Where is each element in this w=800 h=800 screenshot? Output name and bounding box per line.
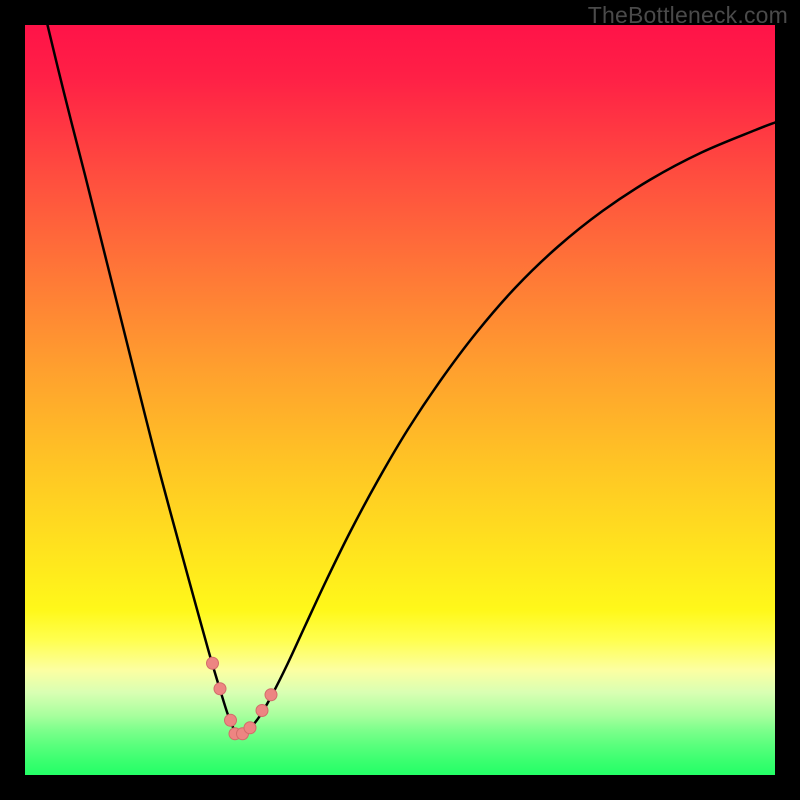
- curve-marker: [225, 714, 237, 726]
- plot-area: [25, 25, 775, 775]
- curve-marker: [256, 705, 268, 717]
- curve-marker: [265, 689, 277, 701]
- curve-marker: [244, 722, 256, 734]
- gradient-background: [25, 25, 775, 775]
- curve-marker: [207, 657, 219, 669]
- attribution-text: TheBottleneck.com: [588, 2, 788, 29]
- curve-marker: [214, 683, 226, 695]
- chart-container: { "attribution": { "text": "TheBottlenec…: [0, 0, 800, 800]
- bottleneck-chart: [25, 25, 775, 775]
